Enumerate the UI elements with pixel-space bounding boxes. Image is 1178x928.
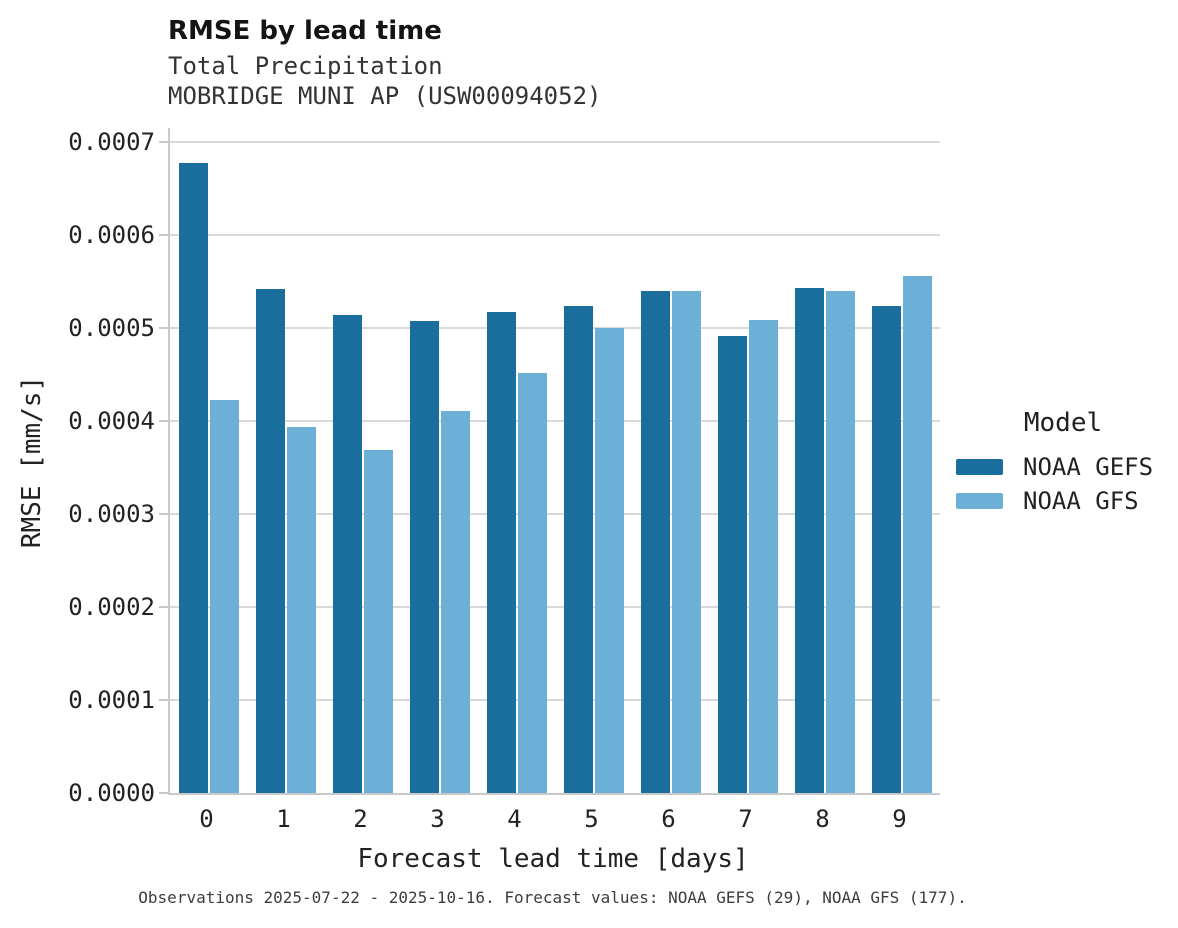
legend-title: Model <box>1023 408 1103 438</box>
y-tick-label: 0.0004 <box>68 407 155 436</box>
bar-noaa-gfs-day-5 <box>594 328 624 793</box>
y-tick-mark <box>159 234 168 237</box>
x-tick-label: 1 <box>276 805 291 833</box>
x-axis-ticks: 0 1 2 3 4 5 6 7 8 9 <box>168 804 938 836</box>
gridline <box>170 420 940 423</box>
x-tick-label: 9 <box>892 805 907 833</box>
x-tick-label: 4 <box>507 805 522 833</box>
legend-swatch-noaa-gefs <box>956 459 1003 475</box>
y-tick-mark <box>159 141 168 144</box>
gridline <box>170 699 940 702</box>
x-tick-label: 8 <box>815 805 830 833</box>
x-axis-title: Forecast lead time [days] <box>357 844 749 874</box>
legend-item-noaa-gefs: NOAA GEFS <box>956 450 1170 484</box>
y-tick-mark <box>159 699 168 702</box>
x-tick-label: 2 <box>353 805 368 833</box>
y-tick-mark <box>159 792 168 794</box>
bar-noaa-gefs-day-7 <box>717 335 747 793</box>
x-tick-label: 6 <box>661 805 676 833</box>
gridline <box>170 141 940 144</box>
y-tick-label: 0.0003 <box>68 500 155 529</box>
plot-area <box>159 128 940 795</box>
y-tick-mark <box>159 513 168 516</box>
bar-noaa-gfs-day-4 <box>517 372 547 793</box>
footnote: Observations 2025-07-22 - 2025-10-16. Fo… <box>138 888 967 907</box>
y-tick-mark <box>159 606 168 609</box>
y-tick-mark <box>159 327 168 330</box>
x-tick-label: 0 <box>199 805 214 833</box>
bar-noaa-gfs-day-1 <box>286 426 316 793</box>
bar-noaa-gefs-day-2 <box>332 315 362 793</box>
gridline <box>170 513 940 516</box>
gridline <box>170 327 940 330</box>
bar-noaa-gfs-day-2 <box>363 450 393 793</box>
x-tick-label: 5 <box>584 805 599 833</box>
bar-noaa-gefs-day-3 <box>409 320 439 793</box>
legend-label: NOAA GFS <box>1023 487 1139 515</box>
y-tick-label: 0.0005 <box>68 314 155 343</box>
bar-noaa-gefs-day-9 <box>871 305 901 793</box>
bar-noaa-gefs-day-6 <box>640 291 670 793</box>
bar-noaa-gfs-day-8 <box>825 291 855 793</box>
legend-swatch-noaa-gfs <box>956 493 1003 509</box>
bar-noaa-gfs-day-6 <box>671 291 701 793</box>
y-tick-label: 0.0001 <box>68 686 155 715</box>
legend-label: NOAA GEFS <box>1023 453 1154 481</box>
x-tick-label: 3 <box>430 805 445 833</box>
y-tick-label: 0.0007 <box>68 128 155 157</box>
chart-subtitle-variable: Total Precipitation <box>168 52 443 80</box>
gridline <box>170 606 940 609</box>
gridline <box>170 234 940 237</box>
bar-noaa-gefs-day-5 <box>563 305 593 793</box>
chart-subtitle-station: MOBRIDGE MUNI AP (USW00094052) <box>168 82 602 110</box>
y-axis-ticks: 0.0000 0.0001 0.0002 0.0003 0.0004 0.0005 0.00… <box>0 128 155 807</box>
y-tick-mark <box>159 420 168 423</box>
bar-noaa-gefs-day-4 <box>486 312 516 793</box>
bar-noaa-gefs-day-0 <box>178 162 208 793</box>
y-tick-label: 0.0002 <box>68 593 155 622</box>
bar-noaa-gfs-day-9 <box>902 276 932 793</box>
bar-noaa-gfs-day-3 <box>440 410 470 793</box>
chart-title: RMSE by lead time <box>168 16 442 46</box>
bar-noaa-gfs-day-0 <box>209 399 239 793</box>
y-tick-label: 0.0006 <box>68 221 155 250</box>
legend: Model NOAA GEFS NOAA GFS <box>956 408 1170 518</box>
bar-noaa-gfs-day-7 <box>748 319 778 793</box>
bar-noaa-gefs-day-8 <box>794 288 824 793</box>
bar-noaa-gefs-day-1 <box>255 289 285 793</box>
y-tick-label: 0.0000 <box>68 779 155 807</box>
x-tick-label: 7 <box>738 805 753 833</box>
legend-item-noaa-gfs: NOAA GFS <box>956 484 1170 518</box>
